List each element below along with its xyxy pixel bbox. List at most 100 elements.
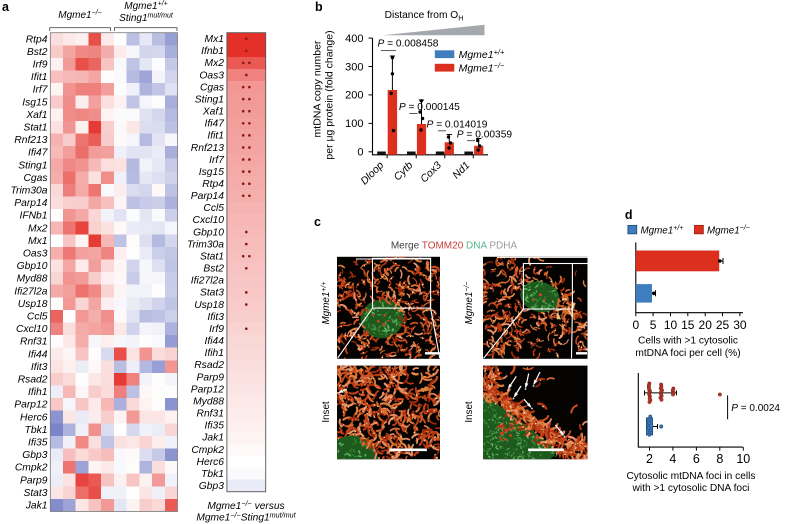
svg-text:Usp18: Usp18 (18, 299, 48, 310)
svg-text:Mgme1−/−: Mgme1−/− (58, 10, 101, 22)
svg-text:Gbp10: Gbp10 (17, 261, 48, 272)
svg-text:0: 0 (357, 147, 363, 159)
svg-text:Ifi44: Ifi44 (28, 349, 48, 360)
svg-text:10: 10 (664, 318, 678, 332)
svg-text:Rnf213: Rnf213 (191, 143, 224, 154)
svg-text:Ccl5: Ccl5 (27, 312, 48, 323)
svg-text:Cmpk2: Cmpk2 (191, 445, 224, 456)
svg-text:2: 2 (646, 452, 653, 466)
svg-text:Herc6: Herc6 (197, 457, 225, 468)
svg-text:Xaf1: Xaf1 (25, 110, 47, 121)
svg-text:Ifit3: Ifit3 (207, 312, 224, 323)
svg-text:Tbk1: Tbk1 (25, 425, 48, 436)
svg-text:Rnf31: Rnf31 (20, 337, 47, 348)
svg-text:Xaf1: Xaf1 (202, 107, 224, 118)
svg-text:Irf7: Irf7 (33, 85, 49, 96)
svg-text:Cytosolic mtDNA foci in cells: Cytosolic mtDNA foci in cells (626, 471, 755, 482)
svg-text:Irf9: Irf9 (209, 324, 224, 335)
svg-text:0: 0 (632, 318, 639, 332)
svg-text:10: 10 (736, 452, 750, 466)
svg-text:c: c (314, 215, 321, 229)
svg-text:with >1 cytosolic DNA foci: with >1 cytosolic DNA foci (632, 483, 750, 494)
svg-text:Ifit1: Ifit1 (207, 131, 224, 142)
svg-text:Sting1: Sting1 (18, 160, 47, 171)
svg-text:Jak1: Jak1 (201, 433, 224, 444)
svg-text:Mx1: Mx1 (205, 34, 224, 45)
svg-text:Ifit1: Ifit1 (31, 72, 48, 83)
svg-text:Trim30a: Trim30a (187, 239, 224, 250)
svg-text:Myd88: Myd88 (17, 274, 48, 285)
svg-text:Usp18: Usp18 (194, 300, 224, 311)
svg-text:Gbp3: Gbp3 (199, 481, 224, 492)
svg-text:Ifi47: Ifi47 (205, 119, 226, 130)
svg-text:100: 100 (345, 118, 363, 130)
svg-text:Parp14: Parp14 (191, 191, 224, 202)
svg-text:Rtp4: Rtp4 (26, 34, 48, 45)
svg-text:5: 5 (650, 318, 657, 332)
svg-text:Ccl5: Ccl5 (203, 203, 224, 214)
svg-text:Mgme1−/−: Mgme1−/− (707, 225, 750, 236)
svg-text:4: 4 (669, 452, 676, 466)
svg-text:Sting1: Sting1 (195, 94, 224, 105)
svg-text:Herc6: Herc6 (20, 412, 48, 423)
svg-text:Parp12: Parp12 (14, 400, 47, 411)
svg-text:P = 0.00359: P = 0.00359 (457, 129, 513, 140)
svg-text:Rnf213: Rnf213 (14, 135, 47, 146)
svg-text:300: 300 (345, 61, 363, 73)
svg-text:Oas3: Oas3 (199, 70, 224, 81)
svg-text:Inset: Inset (464, 401, 475, 423)
svg-text:Cxcl10: Cxcl10 (16, 324, 48, 335)
svg-text:mtDNA foci per cell (%): mtDNA foci per cell (%) (635, 348, 740, 359)
svg-text:P = 0.0024: P = 0.0024 (731, 403, 780, 414)
svg-text:Bst2: Bst2 (27, 47, 48, 58)
svg-text:Bst2: Bst2 (203, 264, 224, 275)
svg-text:Oas3: Oas3 (23, 249, 48, 260)
svg-text:Rsad2: Rsad2 (18, 375, 48, 386)
svg-text:a: a (2, 0, 10, 14)
svg-text:Mx2: Mx2 (28, 223, 48, 234)
svg-text:P = 0.014019: P = 0.014019 (427, 119, 488, 130)
svg-text:Mgme1+/+: Mgme1+/+ (124, 1, 167, 13)
svg-text:Merge TOMM20 DNA PDHA: Merge TOMM20 DNA PDHA (391, 241, 518, 252)
svg-text:Cgas: Cgas (23, 173, 47, 184)
svg-text:Rnf31: Rnf31 (197, 409, 224, 420)
svg-text:Mgme1−/−: Mgme1−/− (464, 282, 475, 325)
svg-text:Gbp10: Gbp10 (193, 227, 224, 238)
svg-text:Parp14: Parp14 (14, 198, 47, 209)
svg-text:Rsad2: Rsad2 (194, 360, 224, 371)
svg-text:Ifi27l2a: Ifi27l2a (191, 276, 224, 287)
svg-text:per μg protein (fold change): per μg protein (fold change) (324, 30, 336, 159)
svg-text:Ifi47: Ifi47 (28, 148, 49, 159)
svg-text:Gbp3: Gbp3 (22, 450, 47, 461)
svg-text:Ifit3: Ifit3 (31, 362, 48, 373)
svg-text:15: 15 (681, 318, 695, 332)
svg-text:Ifi35: Ifi35 (205, 421, 225, 432)
svg-text:Mgme1+/+: Mgme1+/+ (459, 48, 505, 62)
svg-text:Ifi35: Ifi35 (28, 438, 48, 449)
svg-text:Jak1: Jak1 (25, 501, 48, 512)
svg-text:Rtp4: Rtp4 (202, 179, 224, 190)
svg-text:Mgme1+/+: Mgme1+/+ (641, 225, 684, 236)
svg-text:Mx2: Mx2 (205, 58, 225, 69)
svg-text:Ifih1: Ifih1 (205, 348, 224, 359)
svg-text:6: 6 (693, 452, 700, 466)
svg-text:P = 0.008458: P = 0.008458 (378, 39, 439, 50)
svg-text:Mgme1+/+: Mgme1+/+ (321, 282, 332, 325)
svg-text:Sting1mut/mut: Sting1mut/mut (119, 13, 174, 25)
svg-text:Inset: Inset (321, 401, 332, 423)
svg-text:Myd88: Myd88 (193, 396, 224, 407)
svg-text:200: 200 (345, 90, 363, 102)
svg-text:Ifi27l2a: Ifi27l2a (14, 286, 47, 297)
svg-text:Stat3: Stat3 (200, 288, 224, 299)
svg-text:Ifi44: Ifi44 (205, 336, 225, 347)
svg-text:Cmpk2: Cmpk2 (15, 463, 48, 474)
svg-text:Parp12: Parp12 (191, 384, 224, 395)
svg-text:IFNb1: IFNb1 (19, 211, 47, 222)
svg-text:Mgme1−/−: Mgme1−/− (459, 61, 505, 75)
svg-text:Distance from OH: Distance from OH (385, 10, 464, 23)
svg-text:Tbk1: Tbk1 (201, 469, 224, 480)
svg-text:Stat1: Stat1 (200, 252, 224, 263)
svg-text:Mgme1−/− versus: Mgme1−/− versus (207, 499, 284, 512)
svg-text:Trim30a: Trim30a (11, 186, 48, 197)
svg-text:Parp9: Parp9 (197, 372, 225, 383)
